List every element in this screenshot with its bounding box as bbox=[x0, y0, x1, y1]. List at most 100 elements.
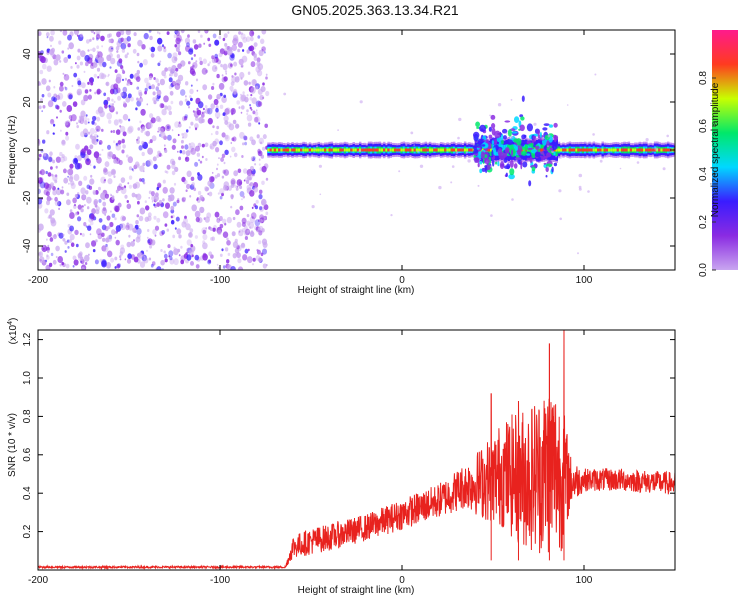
noise-speckle bbox=[72, 197, 77, 204]
turbulence-blob bbox=[491, 140, 495, 145]
faint-speck bbox=[654, 147, 658, 151]
noise-speckle bbox=[113, 231, 117, 234]
noise-speckle bbox=[249, 106, 252, 110]
noise-speckle bbox=[229, 155, 232, 158]
noise-speckle bbox=[220, 157, 225, 163]
noise-speckle bbox=[216, 173, 221, 178]
noise-speckle bbox=[139, 207, 146, 215]
faint-speck bbox=[619, 167, 622, 170]
noise-speckle bbox=[176, 34, 182, 42]
noise-speckle bbox=[195, 264, 200, 269]
noise-speckle bbox=[184, 114, 188, 119]
noise-speckle bbox=[260, 38, 265, 45]
noise-speckle bbox=[104, 74, 107, 78]
signal-peak bbox=[276, 148, 279, 152]
faint-speck bbox=[559, 217, 562, 221]
noise-speckle bbox=[243, 230, 249, 236]
noise-speckle bbox=[248, 81, 251, 85]
noise-speckle bbox=[109, 221, 114, 228]
faint-speck bbox=[559, 156, 562, 159]
signal-peak bbox=[348, 148, 351, 152]
turbulence-blob bbox=[509, 168, 515, 176]
noise-speckle bbox=[58, 40, 62, 45]
turbulence-blob bbox=[509, 159, 514, 168]
noise-speckle bbox=[171, 144, 176, 150]
noise-speckle bbox=[117, 263, 121, 268]
noise-speckle bbox=[158, 199, 163, 204]
noise-speckle bbox=[119, 255, 122, 259]
noise-speckle bbox=[188, 142, 191, 146]
noise-speckle bbox=[38, 140, 41, 145]
noise-speckle bbox=[67, 168, 74, 176]
noise-speckle bbox=[77, 216, 82, 222]
faint-speck bbox=[541, 137, 545, 140]
signal-peak bbox=[280, 148, 283, 152]
noise-speckle bbox=[39, 83, 42, 86]
noise-speckle bbox=[168, 77, 173, 83]
signal-peak bbox=[367, 148, 371, 152]
faint-speck bbox=[283, 92, 287, 96]
noise-speckle bbox=[204, 142, 209, 148]
signal-peak bbox=[385, 148, 388, 152]
noise-speckle bbox=[83, 175, 88, 181]
noise-speckle bbox=[166, 170, 169, 174]
noise-speckle bbox=[166, 31, 170, 35]
noise-speckle bbox=[237, 266, 244, 270]
noise-speckle bbox=[233, 36, 239, 44]
signal-peak bbox=[426, 148, 430, 152]
snr-y-tick-label: 0.8 bbox=[22, 409, 33, 423]
noise-speckle bbox=[47, 244, 50, 248]
noise-speckle bbox=[91, 240, 97, 247]
noise-speckle bbox=[107, 33, 111, 39]
signal-peak bbox=[444, 148, 447, 152]
turbulence-blob bbox=[543, 123, 550, 126]
noise-speckle bbox=[147, 239, 151, 243]
noise-speckle bbox=[156, 154, 160, 158]
noise-speckle bbox=[65, 263, 70, 269]
noise-speckle bbox=[105, 262, 112, 269]
signal-peak bbox=[409, 148, 412, 152]
noise-speckle bbox=[38, 31, 42, 37]
noise-speckle bbox=[119, 30, 125, 36]
noise-speckle bbox=[158, 184, 161, 188]
noise-speckle bbox=[46, 246, 50, 252]
noise-speckle bbox=[92, 62, 98, 68]
signal-peak bbox=[319, 148, 323, 152]
noise-speckle bbox=[111, 196, 115, 200]
signal-peak bbox=[629, 148, 633, 152]
noise-speckle bbox=[103, 167, 108, 173]
noise-speckle bbox=[249, 226, 252, 229]
turbulence-blob bbox=[521, 150, 528, 156]
noise-speckle bbox=[75, 143, 80, 150]
noise-speckle bbox=[238, 31, 242, 35]
spec-y-tick-label: 20 bbox=[22, 96, 33, 108]
noise-speckle bbox=[226, 216, 232, 224]
spec-y-tick-label: -40 bbox=[22, 238, 33, 253]
noise-speckle bbox=[46, 200, 50, 206]
faint-speck bbox=[458, 117, 462, 122]
signal-peak bbox=[463, 148, 467, 152]
noise-speckle bbox=[207, 259, 212, 265]
noise-speckle bbox=[242, 36, 248, 43]
noise-speckle bbox=[246, 109, 249, 113]
noise-speckle bbox=[214, 174, 218, 179]
noise-speckle bbox=[150, 53, 155, 58]
noise-speckle bbox=[85, 158, 91, 166]
noise-speckle bbox=[105, 237, 110, 243]
noise-speckle bbox=[180, 259, 185, 265]
noise-speckle bbox=[172, 138, 177, 144]
noise-speckle bbox=[92, 37, 95, 41]
noise-speckle bbox=[180, 89, 186, 96]
noise-speckle bbox=[157, 37, 163, 45]
turbulence-blob bbox=[513, 138, 519, 143]
noise-speckle bbox=[231, 231, 236, 237]
signal-peak bbox=[391, 148, 395, 152]
noise-speckle bbox=[61, 261, 64, 266]
turbulence-blob bbox=[552, 143, 558, 151]
noise-speckle bbox=[199, 60, 203, 66]
turbulence-blob bbox=[491, 123, 496, 129]
noise-speckle bbox=[127, 43, 131, 48]
noise-speckle bbox=[196, 109, 202, 116]
noise-speckle bbox=[200, 34, 203, 38]
noise-speckle bbox=[49, 237, 54, 242]
